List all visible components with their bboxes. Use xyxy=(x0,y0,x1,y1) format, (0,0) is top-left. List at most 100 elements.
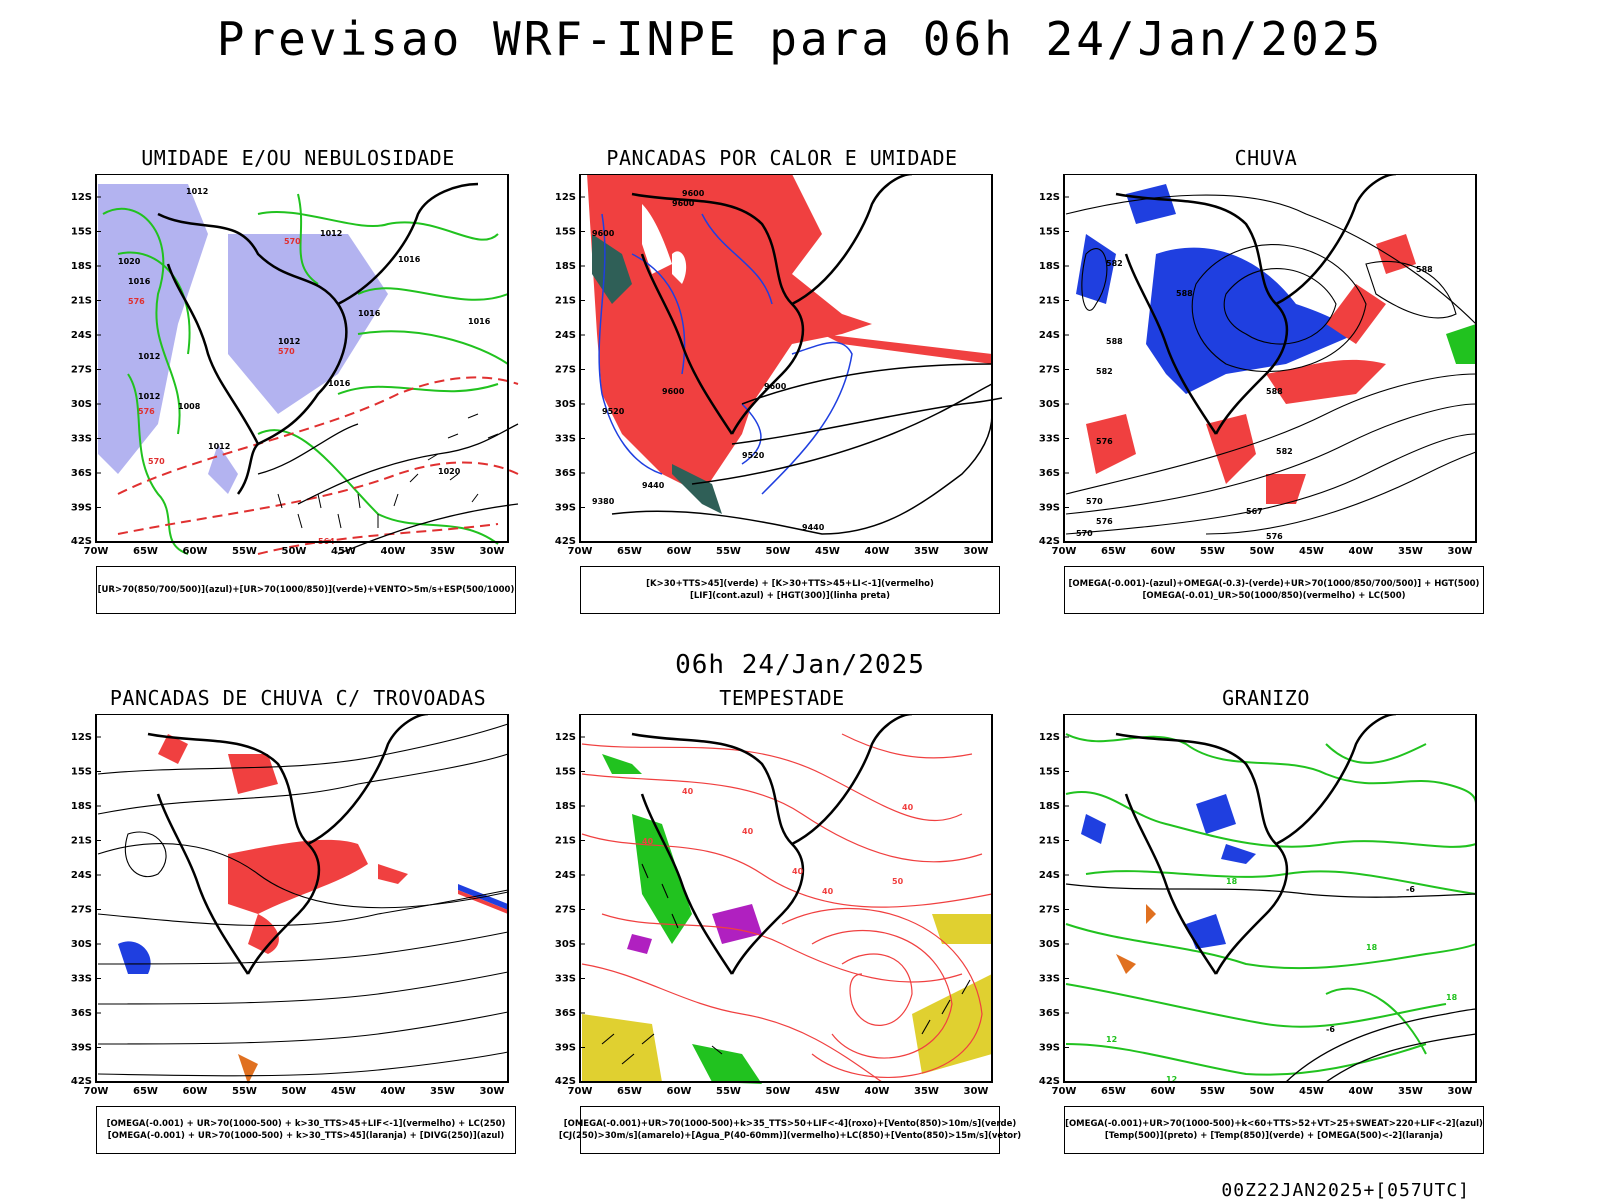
svg-text:50: 50 xyxy=(892,877,904,886)
lat-label: 21S xyxy=(1039,296,1060,307)
footer-run-info: 00Z22JAN2025+[057UTC] xyxy=(1221,1180,1470,1201)
panel-legend: [OMEGA(-0.001)+UR>70(1000-500)+k<60+TTS>… xyxy=(1064,1106,1484,1154)
lon-label: 35W xyxy=(430,1086,455,1097)
lon-label: 70W xyxy=(1052,1086,1077,1097)
lon-label: 55W xyxy=(1200,1086,1225,1097)
map-frame xyxy=(579,174,993,543)
lon-label: 55W xyxy=(1200,546,1225,557)
lat-label: 30S xyxy=(71,939,92,950)
panel-title: CHUVA xyxy=(1234,146,1298,170)
svg-text:40: 40 xyxy=(642,837,654,846)
map-shading xyxy=(582,754,992,1084)
lon-label: 65W xyxy=(617,1086,642,1097)
lat-label: 24S xyxy=(555,330,576,341)
lat-label: 15S xyxy=(1039,227,1060,238)
svg-text:588: 588 xyxy=(1106,337,1123,346)
svg-text:18: 18 xyxy=(1366,943,1378,952)
lon-label: 35W xyxy=(914,546,939,557)
contour-labels: 582 588 588 588 582 576 570 576 570 567 … xyxy=(1076,259,1433,541)
svg-text:1020: 1020 xyxy=(118,257,141,266)
map-pancadas-calor: 9600 9600 9600 9520 9600 9600 9520 9440 … xyxy=(555,174,1003,557)
lat-label: 24S xyxy=(555,870,576,881)
lon-label: 50W xyxy=(1250,546,1275,557)
lat-label: 42S xyxy=(1039,536,1060,547)
lon-label: 55W xyxy=(232,546,257,557)
panel-pancadas-calor: PANCADAS POR CALOR E UMIDADE xyxy=(542,146,1022,626)
map-shading xyxy=(587,174,992,514)
svg-text:1016: 1016 xyxy=(468,317,491,326)
panel-pancadas-trovoadas: PANCADAS DE CHUVA C/ TROVOADAS xyxy=(58,686,538,1166)
lat-label: 12S xyxy=(555,192,576,203)
lat-label: 24S xyxy=(71,870,92,881)
svg-text:570: 570 xyxy=(284,237,301,246)
lat-label: 18S xyxy=(71,261,92,272)
lat-label: 18S xyxy=(71,801,92,812)
lat-label: 24S xyxy=(1039,330,1060,341)
svg-text:1012: 1012 xyxy=(320,229,342,238)
svg-text:570: 570 xyxy=(148,457,165,466)
pressure-isobars xyxy=(257,423,519,555)
lat-label: 36S xyxy=(1039,1008,1060,1019)
lat-label: 21S xyxy=(71,296,92,307)
lat-label: 15S xyxy=(1039,767,1060,778)
lon-label: 55W xyxy=(232,1086,257,1097)
svg-text:9600: 9600 xyxy=(682,189,705,198)
lon-label: 60W xyxy=(183,1086,208,1097)
lat-label: 36S xyxy=(555,1008,576,1019)
country-borders xyxy=(157,182,479,495)
panel-legend: [OMEGA(-0.001)+UR>70(1000-500)+k>35_TTS>… xyxy=(559,1106,1021,1154)
wind-vectors xyxy=(601,863,971,1065)
lon-label: 45W xyxy=(815,1086,840,1097)
panel-tempestade: TEMPESTADE xyxy=(542,686,1022,1166)
lon-label: 45W xyxy=(815,546,840,557)
country-borders xyxy=(1115,174,1397,435)
lat-label: 15S xyxy=(555,767,576,778)
lat-label: 15S xyxy=(71,227,92,238)
panel-legend: [OMEGA(-0.001) + UR>70(1000-500) + k>30_… xyxy=(96,1106,516,1154)
lat-label: 36S xyxy=(555,468,576,479)
contour-labels: -6 -6 18 12 18 12 18 xyxy=(1106,877,1458,1084)
lat-label: 30S xyxy=(555,939,576,950)
svg-text:1016: 1016 xyxy=(128,277,151,286)
svg-text:576: 576 xyxy=(1096,517,1113,526)
lon-label: 65W xyxy=(133,1086,158,1097)
lat-label: 39S xyxy=(71,1043,92,1054)
panel-legend: [OMEGA(-0.001)-(azul)+OMEGA(-0.3)-(verde… xyxy=(1064,566,1484,614)
lat-label: 36S xyxy=(71,468,92,479)
svg-text:9600: 9600 xyxy=(662,387,685,396)
svg-text:-6: -6 xyxy=(1406,885,1415,894)
svg-text:576: 576 xyxy=(128,297,145,306)
svg-text:576: 576 xyxy=(1096,437,1113,446)
lon-label: 40W xyxy=(381,546,406,557)
lon-label: 40W xyxy=(381,1086,406,1097)
panel-title: TEMPESTADE xyxy=(719,686,845,710)
lat-label: 42S xyxy=(555,536,576,547)
svg-text:1012: 1012 xyxy=(138,352,160,361)
panel-title: PANCADAS DE CHUVA C/ TROVOADAS xyxy=(109,686,487,710)
svg-text:570: 570 xyxy=(1086,497,1103,506)
svg-text:1012: 1012 xyxy=(138,392,160,401)
svg-text:1008: 1008 xyxy=(178,402,201,411)
lon-label: 45W xyxy=(331,1086,356,1097)
lon-label: 50W xyxy=(766,546,791,557)
map-shading xyxy=(1081,794,1256,974)
lon-label: 50W xyxy=(1250,1086,1275,1097)
lon-label: 45W xyxy=(331,546,356,557)
svg-text:40: 40 xyxy=(822,887,834,896)
lon-label: 70W xyxy=(84,1086,109,1097)
map-shading xyxy=(118,734,508,1084)
lat-label: 39S xyxy=(1039,503,1060,514)
panel-legend: [K>30+TTS>45](verde) + [K>30+TTS>45+LI<-… xyxy=(580,566,1000,614)
svg-text:12: 12 xyxy=(1106,1035,1117,1044)
lat-label: 18S xyxy=(1039,801,1060,812)
lat-label: 18S xyxy=(1039,261,1060,272)
red-contours xyxy=(581,733,993,1083)
panel-title: PANCADAS POR CALOR E UMIDADE xyxy=(606,146,958,170)
lat-label: 33S xyxy=(1039,974,1060,985)
panel-umidade: UMIDADE E/OU NEBULOSIDADE xyxy=(58,146,538,626)
lon-label: 35W xyxy=(1398,1086,1423,1097)
lat-label: 33S xyxy=(71,974,92,985)
lat-label: 33S xyxy=(71,434,92,445)
lat-label: 12S xyxy=(1039,192,1060,203)
lat-label: 12S xyxy=(71,732,92,743)
